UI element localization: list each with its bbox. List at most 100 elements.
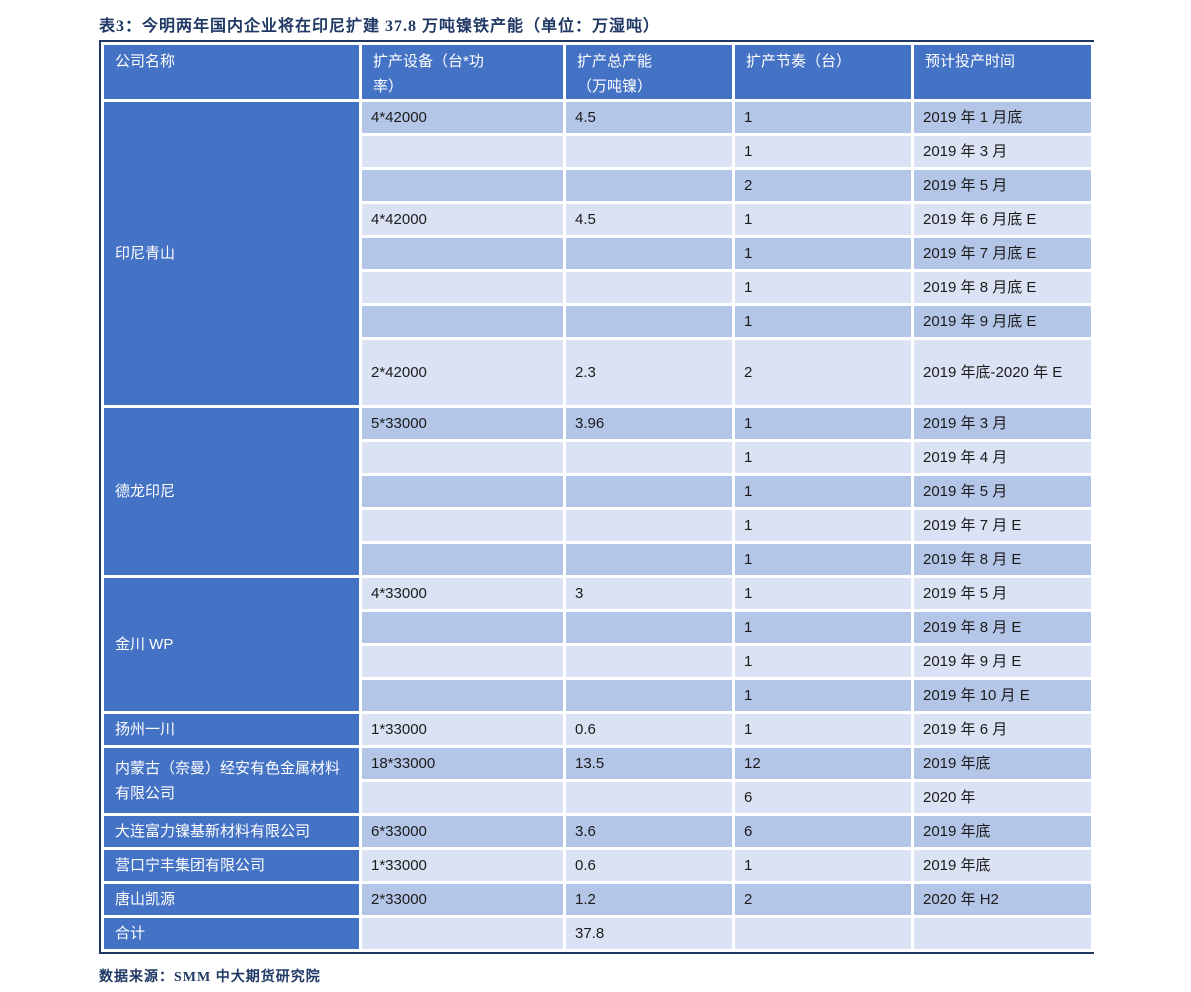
company-cell: 大连富力镍基新材料有限公司: [104, 816, 359, 847]
company-cell: 合计: [104, 918, 359, 949]
column-header: 扩产设备（台*功 率）: [362, 45, 563, 99]
table-cell: [566, 238, 732, 269]
table-cell: [566, 782, 732, 813]
table-cell: 1: [735, 646, 911, 677]
column-header: 扩产节奏（台）: [735, 45, 911, 99]
table-cell: 2019 年 3 月: [914, 136, 1091, 167]
table-cell: 1: [735, 272, 911, 303]
table-cell: 5*33000: [362, 408, 563, 439]
table-cell: 1: [735, 680, 911, 711]
table-cell: 1*33000: [362, 714, 563, 745]
table-cell: [362, 272, 563, 303]
table-cell: [566, 272, 732, 303]
table-cell: 1: [735, 714, 911, 745]
table-cell: 6: [735, 816, 911, 847]
column-header: 公司名称: [104, 45, 359, 99]
table-cell: 2019 年底: [914, 850, 1091, 881]
table-cell: 6: [735, 782, 911, 813]
table-title: 表3：今明两年国内企业将在印尼扩建 37.8 万吨镍铁产能（单位：万湿吨）: [99, 18, 661, 35]
table-row: 2 2019 年 5 月: [104, 170, 1091, 201]
company-cell: 金川 WP: [104, 578, 359, 711]
table-cell: 2019 年 8 月底 E: [914, 272, 1091, 303]
header-row: 公司名称 扩产设备（台*功 率） 扩产总产能 （万吨镍） 扩产节奏（台） 预计投产时间: [104, 45, 1091, 99]
table-cell: 2*33000: [362, 884, 563, 915]
capacity-table: 公司名称 扩产设备（台*功 率） 扩产总产能 （万吨镍） 扩产节奏（台） 预计投产时间 …: [101, 42, 1094, 952]
table-cell: 2019 年 3 月: [914, 408, 1091, 439]
table-cell: 1: [735, 442, 911, 473]
table-cell: 3: [566, 578, 732, 609]
table-cell: [362, 306, 563, 337]
table-cell: 1*33000: [362, 850, 563, 881]
table-cell: [914, 918, 1091, 949]
table-cell: 1: [735, 238, 911, 269]
table-cell: 1: [735, 544, 911, 575]
table-row: 印尼青山 4*42000 4.5 1 2019 年 1 月底: [104, 102, 1091, 405]
table-cell: 1: [735, 476, 911, 507]
table-cell: 12: [735, 748, 911, 779]
table-row: 内蒙古（奈曼）经安有色金属材料有限公司 18*33000 13.5 12 2019 年底: [104, 748, 1091, 813]
table-cell: 0.6: [566, 850, 732, 881]
table-row: 1 2019 年 9 月底 E: [104, 306, 1091, 337]
table-cell: 0.6: [566, 714, 732, 745]
table-cell: 2019 年 9 月底 E: [914, 306, 1091, 337]
table-row: 1 2019 年 10 月 E: [104, 680, 1091, 711]
table-row: 4*42000 4.5 1 2019 年 6 月底 E: [104, 204, 1091, 235]
table-row: 1 2019 年 9 月 E: [104, 646, 1091, 677]
table-cell: 4*42000: [362, 102, 563, 133]
table-row: 1 2019 年 8 月 E: [104, 544, 1091, 575]
table-row: 1 2019 年 8 月 E: [104, 612, 1091, 643]
table-row: 1 2019 年 5 月: [104, 476, 1091, 507]
company-cell: 内蒙古（奈曼）经安有色金属材料有限公司: [104, 748, 359, 813]
table-cell: 1: [735, 510, 911, 541]
table-cell: 3.96: [566, 408, 732, 439]
table-row: 6 2020 年: [104, 782, 1091, 813]
table-cell: [566, 306, 732, 337]
table-cell: 18*33000: [362, 748, 563, 779]
table-cell: 1: [735, 408, 911, 439]
table-cell: 1: [735, 850, 911, 881]
table-row: 1 2019 年 3 月: [104, 136, 1091, 167]
table-cell: 2019 年 5 月: [914, 476, 1091, 507]
table-cell: 1: [735, 306, 911, 337]
table-cell: 1: [735, 578, 911, 609]
table-cell: 37.8: [566, 918, 732, 949]
table-cell: 4.5: [566, 204, 732, 235]
table-cell: [362, 170, 563, 201]
table-cell: 2019 年 9 月 E: [914, 646, 1091, 677]
column-header: 扩产总产能 （万吨镍）: [566, 45, 732, 99]
table-row: 合计 37.8: [104, 918, 1091, 949]
table-cell: 3.6: [566, 816, 732, 847]
table-cell: 1: [735, 136, 911, 167]
table-cell: 2019 年 8 月 E: [914, 612, 1091, 643]
table-body: 印尼青山 4*42000 4.5 1 2019 年 1 月底 1 2019 年 3 月 2 20…: [104, 102, 1091, 949]
table-cell: 2019 年 6 月: [914, 714, 1091, 745]
table-cell: 2019 年 7 月 E: [914, 510, 1091, 541]
table-cell: 2019 年 10 月 E: [914, 680, 1091, 711]
table-cell: [362, 510, 563, 541]
table-cell: 4*42000: [362, 204, 563, 235]
table-cell: 2*42000: [362, 340, 563, 405]
table-cell: [362, 646, 563, 677]
table-row: 扬州一川 1*33000 0.6 1 2019 年 6 月: [104, 714, 1091, 745]
table-cell: [362, 442, 563, 473]
data-source-note: 数据来源：SMM 中大期货研究院: [99, 970, 321, 985]
table-row: 金川 WP 4*33000 3 1 2019 年 5 月: [104, 578, 1091, 711]
table-cell: 2020 年 H2: [914, 884, 1091, 915]
table-cell: [566, 170, 732, 201]
table-cell: 2019 年 6 月底 E: [914, 204, 1091, 235]
company-cell: 德龙印尼: [104, 408, 359, 575]
company-cell: 营口宁丰集团有限公司: [104, 850, 359, 881]
table-cell: 2019 年 1 月底: [914, 102, 1091, 133]
table-cell: 13.5: [566, 748, 732, 779]
table-row: 营口宁丰集团有限公司 1*33000 0.6 1 2019 年底: [104, 850, 1091, 881]
table-row: 1 2019 年 8 月底 E: [104, 272, 1091, 303]
column-header: 预计投产时间: [914, 45, 1091, 99]
table-cell: [362, 476, 563, 507]
company-cell: 扬州一川: [104, 714, 359, 745]
table-cell: 2: [735, 170, 911, 201]
table-row: 大连富力镍基新材料有限公司 6*33000 3.6 6 2019 年底: [104, 816, 1091, 847]
table-row: 唐山凯源 2*33000 1.2 2 2020 年 H2: [104, 884, 1091, 915]
table-cell: [362, 782, 563, 813]
table-cell: [362, 544, 563, 575]
